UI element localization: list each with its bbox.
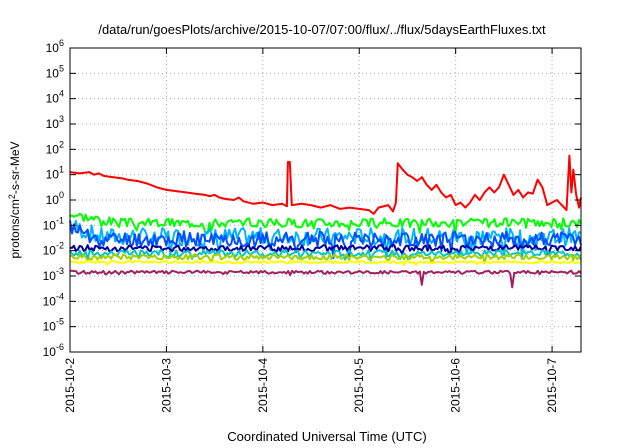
chart-title: /data/run/goesPlots/archive/2015-10-07/0… (98, 22, 546, 37)
x-axis-ticks: 2015-10-2 2015-10-3 2015-10-4 2015-10-5 2015… (63, 48, 559, 413)
series-line-2 (69, 212, 582, 236)
series-line-9 (70, 269, 582, 289)
x-tick-label: 2015-10-4 (256, 358, 270, 413)
series-line-7 (69, 253, 582, 264)
grid (70, 48, 581, 352)
y-tick-label: 104 (46, 89, 64, 106)
x-tick-label: 2015-10-5 (352, 358, 366, 413)
y-tick-label: 10-5 (43, 317, 64, 334)
x-tick-label: 2015-10-6 (449, 358, 463, 413)
x-axis-label: Coordinated Universal Time (UTC) (227, 429, 426, 444)
x-tick-label: 2015-10-3 (159, 358, 173, 413)
y-tick-label: 100 (46, 190, 64, 207)
y-tick-label: 10-4 (43, 291, 64, 308)
y-tick-label: 105 (46, 63, 64, 80)
series-group (69, 154, 582, 289)
series-line-6 (69, 249, 582, 262)
y-tick-label: 106 (46, 38, 64, 55)
y-tick-label: 10-1 (43, 215, 64, 232)
y-tick-label: 10-3 (43, 266, 64, 283)
y-axis-ticks: 10-6 10-5 10-4 10-3 10-2 10-1 100 101 102 103 104 1… (43, 38, 581, 359)
y-tick-label: 10-6 (43, 342, 64, 359)
series-line-4 (69, 220, 582, 260)
y-tick-label: 102 (46, 139, 64, 156)
x-tick-label: 2015-10-7 (545, 358, 559, 413)
series-line-8 (69, 259, 582, 266)
series-line-1 (69, 154, 582, 215)
y-tick-label: 103 (46, 114, 64, 131)
y-axis-label: protons/cm2-s-sr-MeV (7, 141, 22, 258)
y-tick-label: 101 (46, 165, 64, 182)
x-tick-label: 2015-10-2 (63, 358, 77, 413)
y-tick-label: 10-2 (43, 241, 64, 258)
